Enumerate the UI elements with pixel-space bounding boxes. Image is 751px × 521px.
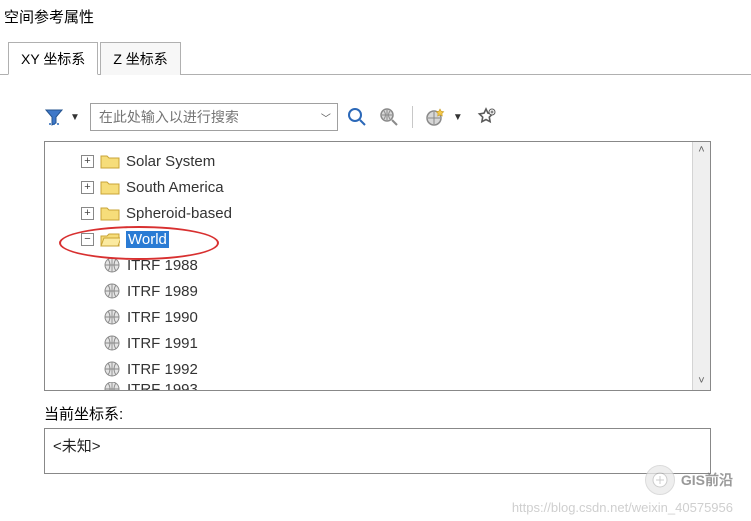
filter-icon[interactable] — [44, 107, 66, 127]
tree-item[interactable]: ITRF 1990 — [55, 304, 706, 330]
tree-label: South America — [126, 179, 224, 196]
tree-label: ITRF 1991 — [127, 335, 198, 352]
tree-folder[interactable]: + South America — [55, 174, 706, 200]
folder-icon — [100, 205, 120, 221]
tab-panel: ▼ ﹀ ▼ — [0, 75, 751, 484]
tree-item[interactable]: ITRF 1992 — [55, 356, 706, 382]
globe-icon — [103, 308, 121, 326]
combo-caret-icon[interactable]: ﹀ — [321, 110, 331, 125]
watermark-text: GIS前沿 — [681, 470, 733, 490]
tree-label: ITRF 1992 — [127, 361, 198, 378]
watermark-logo-icon — [645, 465, 675, 495]
collapse-icon[interactable]: − — [81, 233, 94, 246]
expand-icon[interactable]: + — [81, 181, 94, 194]
tree-label: ITRF 1990 — [127, 309, 198, 326]
world-zoom-icon[interactable] — [376, 104, 402, 130]
tree-item[interactable]: ITRF 1991 — [55, 330, 706, 356]
filter-dropdown-caret-icon[interactable]: ▼ — [70, 112, 80, 123]
search-input[interactable] — [97, 108, 321, 126]
globe-icon — [103, 382, 121, 391]
scrollbar[interactable]: ˄ ˅ — [692, 142, 710, 390]
expand-icon[interactable]: + — [81, 207, 94, 220]
toolbar: ▼ ﹀ ▼ — [44, 103, 711, 131]
expand-icon[interactable]: + — [81, 155, 94, 168]
watermark-url: https://blog.csdn.net/weixin_40575956 — [512, 500, 733, 515]
tree-item[interactable]: ITRF 1989 — [55, 278, 706, 304]
favorite-icon[interactable] — [473, 104, 499, 130]
new-globe-caret-icon[interactable]: ▼ — [453, 112, 463, 123]
tab-z[interactable]: Z 坐标系 — [100, 42, 180, 75]
search-combo[interactable]: ﹀ — [90, 103, 338, 131]
new-globe-icon[interactable] — [423, 104, 449, 130]
globe-icon — [103, 360, 121, 378]
scroll-down-icon[interactable]: ˅ — [698, 376, 704, 387]
globe-icon — [103, 282, 121, 300]
globe-icon — [103, 334, 121, 352]
dialog-title: 空间参考属性 — [0, 0, 751, 37]
tree-label-selected: World — [126, 231, 169, 248]
globe-icon — [103, 256, 121, 274]
zoom-icon[interactable] — [344, 104, 370, 130]
scroll-up-icon[interactable]: ˄ — [698, 145, 704, 156]
current-coordinate-label: 当前坐标系: — [44, 403, 711, 424]
tab-strip: XY 坐标系 Z 坐标系 — [0, 41, 751, 75]
current-coordinate-value: <未知> — [44, 428, 711, 474]
toolbar-separator — [412, 106, 413, 128]
tab-xy[interactable]: XY 坐标系 — [8, 42, 98, 75]
coordinate-system-tree: + Solar System + South America + Spheroi… — [44, 141, 711, 391]
tree-folder[interactable]: + Solar System — [55, 148, 706, 174]
tree-label: ITRF 1993 — [127, 382, 198, 391]
tree-label: Solar System — [126, 153, 215, 170]
watermark-brand: GIS前沿 — [645, 465, 733, 495]
tree-folder[interactable]: + Spheroid-based — [55, 200, 706, 226]
folder-open-icon — [100, 231, 120, 247]
folder-icon — [100, 153, 120, 169]
tree-label: ITRF 1989 — [127, 283, 198, 300]
tree-item[interactable]: ITRF 1988 — [55, 252, 706, 278]
tree-label: ITRF 1988 — [127, 257, 198, 274]
tree-folder-world[interactable]: − World — [55, 226, 706, 252]
tree-item[interactable]: ITRF 1993 — [55, 382, 706, 391]
folder-icon — [100, 179, 120, 195]
tree-label: Spheroid-based — [126, 205, 232, 222]
